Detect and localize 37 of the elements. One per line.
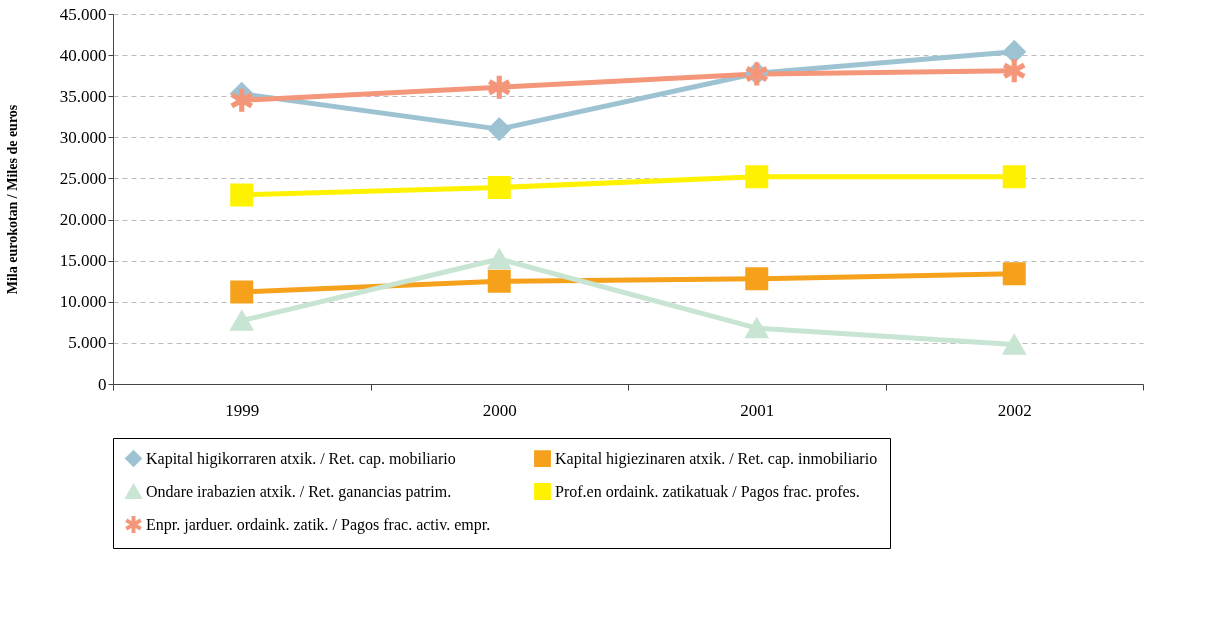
point [1002, 40, 1026, 64]
point [487, 117, 511, 141]
x-tick-label: 1999 [225, 400, 260, 420]
point [745, 267, 769, 291]
point [230, 88, 253, 112]
point [1002, 262, 1026, 286]
y-tick-label: 25.000 [59, 168, 107, 188]
x-tick-label: 2001 [740, 400, 775, 420]
point [1002, 334, 1026, 355]
y-tick-label: 0 [98, 374, 107, 394]
y-tick-label: 15.000 [59, 251, 107, 271]
point [230, 280, 254, 304]
point [1003, 59, 1026, 83]
x-tick-label: 2002 [997, 400, 1032, 420]
y-tick-label: 45.000 [59, 4, 107, 24]
point [230, 183, 254, 207]
point [487, 175, 511, 199]
legend-label: Enpr. jarduer. ordaink. zatik. / Pagos frac. activ. empr. [146, 515, 491, 534]
y-tick-label: 40.000 [59, 45, 107, 65]
point [487, 269, 511, 293]
legend-label: Kapital higikorraren atxik. / Ret. cap. mobiliario [146, 449, 456, 468]
point [230, 310, 254, 331]
y-axis-title: Mila eurokotan / Miles de euros [4, 104, 20, 295]
point [745, 165, 769, 189]
point [1002, 165, 1026, 189]
point [745, 317, 769, 339]
y-tick-label: 10.000 [59, 292, 107, 312]
point [487, 248, 511, 270]
legend-label: Prof.en ordaink. zatikatuak / Pagos frac. profes. [555, 482, 860, 501]
y-tick-label: 35.000 [59, 86, 107, 106]
y-tick-label: 5.000 [68, 333, 107, 353]
legend-label: Kapital higiezinaren atxik. / Ret. cap. inmobiliario [555, 449, 878, 468]
y-tick-label: 20.000 [59, 210, 107, 230]
x-tick-label: 2000 [482, 400, 517, 420]
point [488, 75, 511, 99]
legend-label: Ondare irabazien atxik. / Ret. ganancias patrim. [146, 482, 452, 501]
y-tick-label: 30.000 [59, 127, 107, 147]
